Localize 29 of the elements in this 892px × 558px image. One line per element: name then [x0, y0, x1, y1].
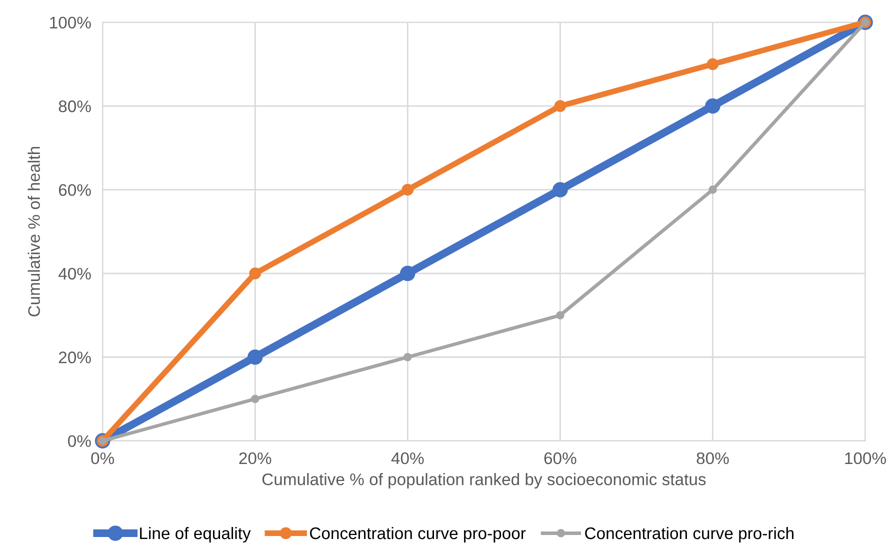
x-tick-label: 100% — [845, 452, 886, 464]
y-axis-title: Cumulative % of health — [28, 146, 40, 316]
point — [706, 58, 719, 70]
x-tick-label: 20% — [239, 452, 272, 464]
point — [705, 98, 720, 114]
point — [403, 352, 412, 362]
y-tick-label: 40% — [58, 268, 91, 280]
point — [708, 186, 717, 194]
legend-label: Concentration curve pro-rich — [585, 526, 794, 542]
y-tick-label: 60% — [58, 184, 91, 196]
point — [556, 311, 564, 320]
point — [250, 394, 260, 404]
x-tick-label: 80% — [696, 452, 729, 464]
x-tick-label: 40% — [391, 452, 424, 464]
y-tick-label: 100% — [50, 16, 91, 29]
legend-label: Concentration curve pro-poor — [310, 526, 526, 542]
point — [249, 268, 262, 280]
y-tick-label: 0% — [68, 435, 91, 448]
point — [400, 266, 416, 282]
y-tick-label: 80% — [58, 100, 91, 112]
point — [402, 184, 414, 196]
x-tick-label: 60% — [544, 452, 576, 464]
x-axis-title: Cumulative % of population ranked by socioeconomic status — [262, 473, 706, 489]
legend-label: Line of equality — [140, 526, 251, 542]
point — [247, 349, 263, 365]
point — [554, 100, 566, 112]
point — [552, 182, 568, 198]
x-tick-label: 0% — [91, 452, 114, 464]
y-tick-label: 20% — [58, 352, 91, 364]
